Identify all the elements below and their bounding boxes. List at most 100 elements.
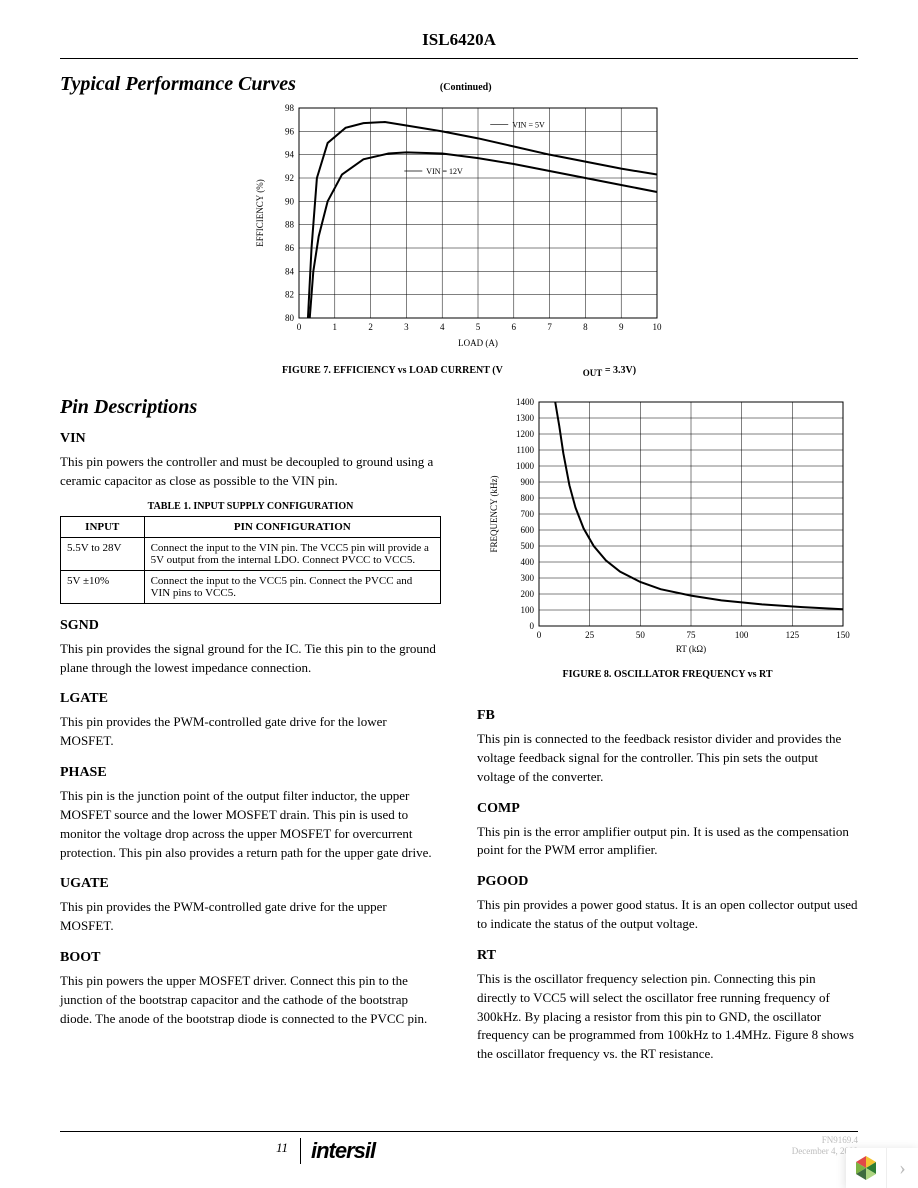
svg-text:VIN = 12V: VIN = 12V xyxy=(426,167,463,176)
svg-text:125: 125 xyxy=(785,630,799,640)
pin-rt-body: This is the oscillator frequency selecti… xyxy=(477,970,858,1064)
svg-text:4: 4 xyxy=(440,322,445,332)
svg-text:2: 2 xyxy=(368,322,373,332)
svg-text:800: 800 xyxy=(520,493,534,503)
figure-8-caption: FIGURE 8. OSCILLATOR FREQUENCY vs RT xyxy=(477,669,858,680)
pin-vin-name: VIN xyxy=(60,431,441,447)
svg-text:EFFICIENCY (%): EFFICIENCY (%) xyxy=(255,179,265,246)
page-title: ISL6420A xyxy=(60,30,858,50)
figure-7-chart: 0 1 2 3 4 5 6 7 8 9 10 80 82 84 86 88 90 92 94 96 98 VIN = 5V… xyxy=(249,100,669,350)
svg-text:500: 500 xyxy=(520,541,534,551)
table-row: 5.5V to 28V Connect the input to the VIN… xyxy=(61,537,441,570)
pin-boot-name: BOOT xyxy=(60,950,441,966)
perf-section-heading: Typical Performance Curves (Continued) xyxy=(60,73,858,96)
table-cell: 5.5V to 28V xyxy=(61,537,145,570)
pin-boot-body: This pin powers the upper MOSFET driver.… xyxy=(60,972,441,1029)
doc-id: FN9169.4 xyxy=(792,1135,858,1147)
svg-text:92: 92 xyxy=(285,173,294,183)
table-header: PIN CONFIGURATION xyxy=(144,516,440,537)
svg-text:3: 3 xyxy=(404,322,409,332)
svg-text:50: 50 xyxy=(635,630,645,640)
svg-text:82: 82 xyxy=(285,290,294,300)
page-number: 11 xyxy=(276,1140,288,1156)
table-1: INPUT PIN CONFIGURATION 5.5V to 28V Conn… xyxy=(60,516,441,604)
svg-text:86: 86 xyxy=(285,243,295,253)
svg-text:VIN = 5V: VIN = 5V xyxy=(512,120,545,129)
svg-text:96: 96 xyxy=(285,126,295,136)
fig7-cap-post: = 3.3V) xyxy=(602,365,636,376)
figure-7-caption: FIGURE 7. EFFICIENCY vs LOAD CURRENT (VO… xyxy=(60,365,858,378)
pin-ugate-body: This pin provides the PWM-controlled gat… xyxy=(60,898,441,936)
svg-text:1: 1 xyxy=(333,322,338,332)
overlay-widget[interactable]: › xyxy=(846,1148,918,1188)
table-cell: 5V ±10% xyxy=(61,570,145,603)
pin-phase-name: PHASE xyxy=(60,765,441,781)
svg-text:10: 10 xyxy=(653,322,663,332)
svg-text:150: 150 xyxy=(836,630,850,640)
svg-text:LOAD (A): LOAD (A) xyxy=(458,338,498,348)
svg-text:1000: 1000 xyxy=(516,461,535,471)
svg-text:1100: 1100 xyxy=(516,445,534,455)
footer-rule xyxy=(60,1131,858,1132)
svg-text:FREQUENCY (kHz): FREQUENCY (kHz) xyxy=(489,476,499,553)
svg-text:200: 200 xyxy=(520,589,534,599)
pin-pgood-body: This pin provides a power good status. I… xyxy=(477,896,858,934)
svg-text:9: 9 xyxy=(619,322,624,332)
two-column-layout: Pin Descriptions VIN This pin powers the… xyxy=(60,396,858,1064)
svg-text:900: 900 xyxy=(520,477,534,487)
chevron-right-icon[interactable]: › xyxy=(886,1148,918,1188)
svg-text:88: 88 xyxy=(285,220,295,230)
table-1-title: TABLE 1. INPUT SUPPLY CONFIGURATION xyxy=(60,501,441,512)
svg-text:25: 25 xyxy=(585,630,595,640)
svg-text:1400: 1400 xyxy=(516,397,535,407)
brand-logo: intersil xyxy=(300,1138,375,1164)
figure-8-chart: 0255075100125150010020030040050060070080… xyxy=(483,396,853,656)
svg-text:100: 100 xyxy=(734,630,748,640)
widget-logo-icon[interactable] xyxy=(846,1148,886,1188)
svg-text:94: 94 xyxy=(285,150,295,160)
pin-vin-body: This pin powers the controller and must … xyxy=(60,453,441,491)
svg-text:80: 80 xyxy=(285,313,295,323)
svg-text:8: 8 xyxy=(583,322,588,332)
svg-text:6: 6 xyxy=(512,322,517,332)
svg-text:7: 7 xyxy=(547,322,552,332)
pin-fb-body: This pin is connected to the feedback re… xyxy=(477,730,858,787)
table-cell: Connect the input to the VCC5 pin. Conne… xyxy=(144,570,440,603)
svg-text:0: 0 xyxy=(297,322,302,332)
table-header: INPUT xyxy=(61,516,145,537)
svg-text:90: 90 xyxy=(285,196,295,206)
table-row: INPUT PIN CONFIGURATION xyxy=(61,516,441,537)
pin-ugate-name: UGATE xyxy=(60,876,441,892)
left-column: Pin Descriptions VIN This pin powers the… xyxy=(60,396,441,1064)
pin-rt-name: RT xyxy=(477,948,858,964)
svg-text:84: 84 xyxy=(285,266,295,276)
pin-lgate-name: LGATE xyxy=(60,691,441,707)
pin-descriptions-title: Pin Descriptions xyxy=(60,396,441,419)
svg-text:1300: 1300 xyxy=(516,413,535,423)
pin-phase-body: This pin is the junction point of the ou… xyxy=(60,787,441,862)
pin-sgnd-name: SGND xyxy=(60,618,441,634)
svg-text:600: 600 xyxy=(520,525,534,535)
table-row: 5V ±10% Connect the input to the VCC5 pi… xyxy=(61,570,441,603)
svg-text:0: 0 xyxy=(529,621,534,631)
header-rule xyxy=(60,58,858,59)
pin-comp-body: This pin is the error amplifier output p… xyxy=(477,823,858,861)
right-column: 0255075100125150010020030040050060070080… xyxy=(477,396,858,1064)
pin-lgate-body: This pin provides the PWM-controlled gat… xyxy=(60,713,441,751)
fig7-cap-sub: OUT xyxy=(583,368,603,378)
svg-text:98: 98 xyxy=(285,103,295,113)
svg-text:5: 5 xyxy=(476,322,481,332)
pin-sgnd-body: This pin provides the signal ground for … xyxy=(60,640,441,678)
svg-text:100: 100 xyxy=(520,605,534,615)
svg-text:300: 300 xyxy=(520,573,534,583)
pin-comp-name: COMP xyxy=(477,801,858,817)
table-cell: Connect the input to the VIN pin. The VC… xyxy=(144,537,440,570)
pin-fb-name: FB xyxy=(477,708,858,724)
svg-text:700: 700 xyxy=(520,509,534,519)
pin-pgood-name: PGOOD xyxy=(477,874,858,890)
figure-7: 0 1 2 3 4 5 6 7 8 9 10 80 82 84 86 88 90 92 94 96 98 VIN = 5V… xyxy=(60,100,858,378)
svg-text:RT (kΩ): RT (kΩ) xyxy=(675,644,705,654)
svg-text:1200: 1200 xyxy=(516,429,535,439)
figure-8: 0255075100125150010020030040050060070080… xyxy=(477,396,858,680)
svg-text:400: 400 xyxy=(520,557,534,567)
